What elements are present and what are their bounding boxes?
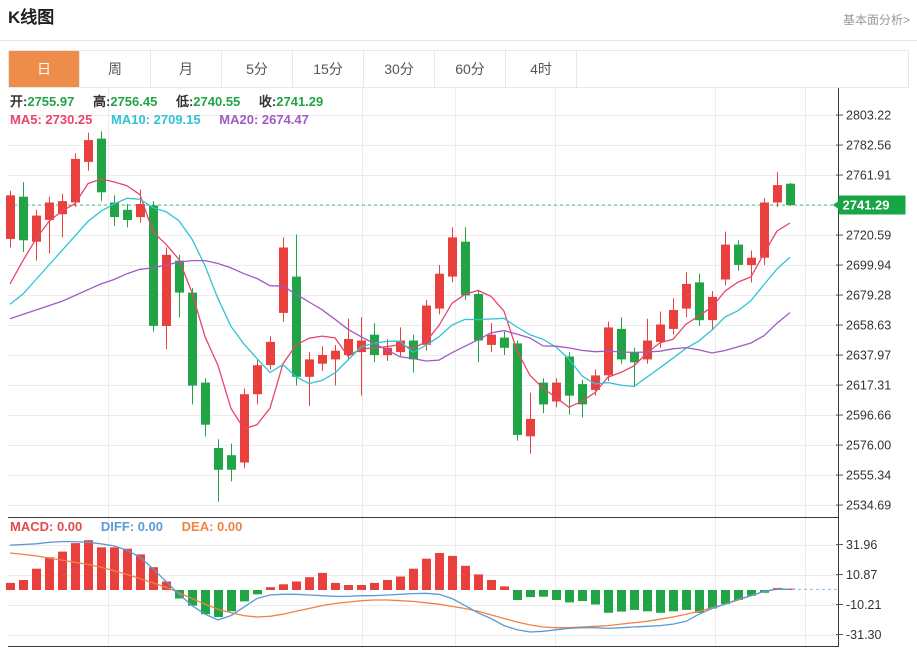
tab-5min[interactable]: 5分	[222, 51, 293, 87]
dea-line	[9, 552, 791, 629]
svg-text:2803.22: 2803.22	[846, 109, 891, 123]
page-title: K线图	[8, 8, 55, 27]
widget-header: K线图 基本面分析>	[0, 0, 917, 41]
ma5-line	[9, 178, 791, 430]
tab-4hour[interactable]: 4时	[506, 51, 577, 87]
axis-labels: 2803.22 2782.56 2761.91 2720.59 2699.94 2679.…	[836, 109, 891, 642]
tab-week[interactable]: 周	[80, 51, 151, 87]
period-tabs: 日 周 月 5分 15分 30分 60分 4时	[8, 50, 909, 88]
macd-panel	[6, 540, 838, 633]
svg-text:-31.30: -31.30	[846, 628, 881, 642]
tab-day[interactable]: 日	[9, 51, 80, 87]
svg-text:2534.69: 2534.69	[846, 499, 891, 513]
svg-text:31.96: 31.96	[846, 538, 877, 552]
candlesticks	[6, 131, 795, 502]
svg-text:-10.21: -10.21	[846, 598, 881, 612]
ma20-line	[9, 259, 791, 362]
kline-macd-chart[interactable]: 2803.22 2782.56 2761.91 2720.59 2699.94 2679.…	[0, 88, 917, 648]
svg-text:2761.91: 2761.91	[846, 169, 891, 183]
svg-text:2576.00: 2576.00	[846, 439, 891, 453]
tab-15min[interactable]: 15分	[293, 51, 364, 87]
fundamental-analysis-link[interactable]: 基本面分析>	[842, 13, 910, 27]
svg-text:2617.31: 2617.31	[846, 379, 891, 393]
ma10-line	[9, 197, 791, 388]
chart-container: 2803.22 2782.56 2761.91 2720.59 2699.94 2679.…	[0, 88, 917, 648]
tab-30min[interactable]: 30分	[364, 51, 435, 87]
svg-text:2741.29: 2741.29	[843, 198, 890, 213]
diff-line	[9, 540, 790, 633]
tab-month[interactable]: 月	[151, 51, 222, 87]
svg-text:10.87: 10.87	[846, 568, 877, 582]
svg-text:2720.59: 2720.59	[846, 229, 891, 243]
svg-text:2699.94: 2699.94	[846, 259, 891, 273]
svg-text:2658.63: 2658.63	[846, 319, 891, 333]
ma-lines	[9, 178, 791, 430]
tab-60min[interactable]: 60分	[435, 51, 506, 87]
svg-text:2679.28: 2679.28	[846, 289, 891, 303]
last-price-tag: 2741.29	[833, 195, 906, 215]
svg-text:2782.56: 2782.56	[846, 139, 891, 153]
axis	[8, 88, 839, 647]
svg-text:2555.34: 2555.34	[846, 469, 891, 483]
svg-text:2637.97: 2637.97	[846, 349, 891, 363]
svg-text:2596.66: 2596.66	[846, 409, 891, 423]
